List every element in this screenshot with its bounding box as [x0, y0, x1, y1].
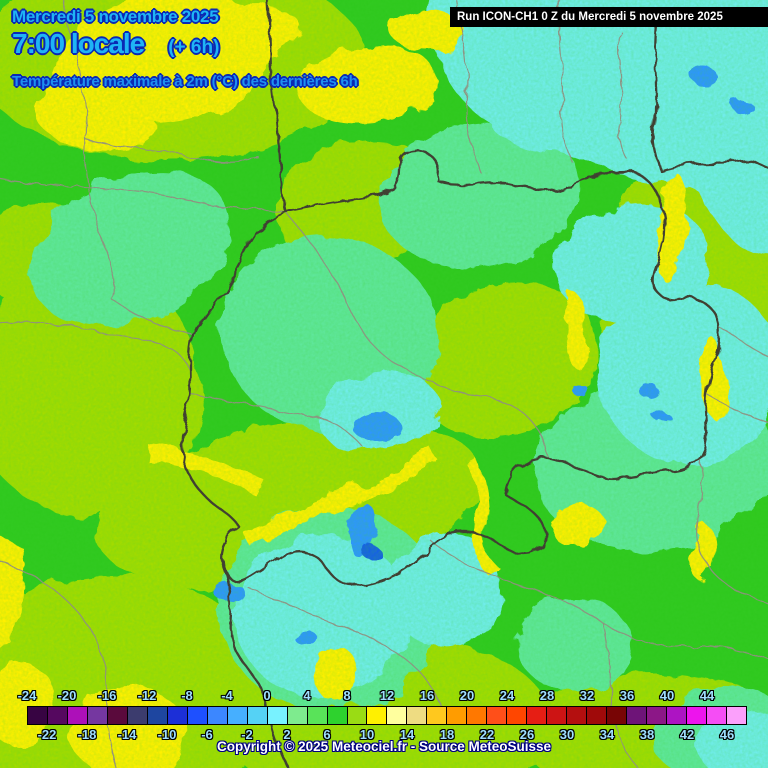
scale-swatch-0 — [266, 707, 287, 724]
scale-swatch-42 — [685, 707, 706, 724]
scale-swatch--4 — [226, 707, 247, 724]
scale-label--16: -16 — [97, 688, 117, 703]
valid-time-label: 7:00 locale — [12, 28, 145, 59]
scale-label--14: -14 — [117, 727, 137, 742]
temperature-color-scale — [27, 706, 747, 725]
scale-label-20: 20 — [459, 688, 475, 703]
scale-swatch--6 — [206, 707, 227, 724]
scale-label-4: 4 — [303, 688, 311, 703]
scale-swatch-16 — [426, 707, 447, 724]
scale-label-12: 12 — [379, 688, 395, 703]
scale-label-42: 42 — [679, 727, 695, 742]
scale-label--10: -10 — [157, 727, 177, 742]
scale-label-22: 22 — [479, 727, 495, 742]
scale-label-44: 44 — [699, 688, 715, 703]
scale-swatch-10 — [366, 707, 387, 724]
scale-swatch-20 — [466, 707, 487, 724]
scale-label-30: 30 — [559, 727, 575, 742]
scale-label--24: -24 — [17, 688, 37, 703]
valid-date-label: Mercredi 5 novembre 2025 — [12, 7, 219, 26]
scale-swatch-12 — [386, 707, 407, 724]
switzerland-outline — [180, 149, 721, 588]
scale-label--8: -8 — [181, 688, 193, 703]
scale-label-2: 2 — [283, 727, 291, 742]
scale-swatch-32 — [586, 707, 607, 724]
scale-swatch--14 — [126, 707, 147, 724]
scale-label-10: 10 — [359, 727, 375, 742]
scale-swatch--24 — [28, 707, 47, 724]
scale-swatch-8 — [346, 707, 367, 724]
scale-swatch-18 — [446, 707, 467, 724]
scale-swatch-34 — [606, 707, 627, 724]
map-header: Mercredi 5 novembre 2025 7:00 locale (+ … — [12, 7, 219, 60]
scale-label--22: -22 — [37, 727, 57, 742]
scale-label-26: 26 — [519, 727, 535, 742]
scale-swatch-44 — [705, 707, 726, 724]
scale-swatch-6 — [326, 707, 347, 724]
scale-swatch-38 — [646, 707, 666, 724]
scale-swatch-46 — [725, 707, 746, 724]
scale-swatch-4 — [306, 707, 327, 724]
scale-label--2: -2 — [241, 727, 253, 742]
scale-label-34: 34 — [599, 727, 615, 742]
scale-label-46: 46 — [719, 727, 735, 742]
scale-swatch-26 — [526, 707, 547, 724]
scale-swatch-40 — [666, 707, 686, 724]
scale-label-24: 24 — [499, 688, 515, 703]
scale-label-38: 38 — [639, 727, 655, 742]
scale-label--20: -20 — [57, 688, 77, 703]
scale-swatch--18 — [86, 707, 107, 724]
scale-label--12: -12 — [137, 688, 157, 703]
scale-label-32: 32 — [579, 688, 595, 703]
scale-swatch--16 — [106, 707, 127, 724]
copyright-label: Copyright © 2025 Meteociel.fr - Source M… — [216, 739, 552, 754]
scale-swatch-30 — [566, 707, 587, 724]
scale-swatch-22 — [486, 707, 507, 724]
scale-swatch-2 — [286, 707, 307, 724]
scale-label--6: -6 — [201, 727, 213, 742]
scale-swatch-14 — [406, 707, 427, 724]
scale-label-28: 28 — [539, 688, 555, 703]
scale-label-14: 14 — [399, 727, 415, 742]
scale-label-6: 6 — [323, 727, 331, 742]
scale-swatch-28 — [546, 707, 567, 724]
scale-swatch--20 — [66, 707, 87, 724]
scale-label-40: 40 — [659, 688, 675, 703]
scale-swatch--8 — [186, 707, 207, 724]
scale-swatch--2 — [246, 707, 267, 724]
scale-label-36: 36 — [619, 688, 635, 703]
scale-label--4: -4 — [221, 688, 233, 703]
parameter-label: Température maximale à 2m (°C) des derni… — [12, 73, 358, 90]
scale-swatch-36 — [626, 707, 647, 724]
scale-label-0: 0 — [263, 688, 271, 703]
model-run-bar: Run ICON-CH1 0 Z du Mercredi 5 novembre … — [450, 7, 768, 27]
scale-swatch--22 — [46, 707, 67, 724]
scale-label-8: 8 — [343, 688, 351, 703]
forecast-offset-label: (+ 6h) — [168, 37, 220, 58]
scale-label-18: 18 — [439, 727, 455, 742]
scale-swatch--10 — [166, 707, 187, 724]
country-borders — [180, 0, 768, 768]
scale-label--18: -18 — [77, 727, 97, 742]
scale-label-16: 16 — [419, 688, 435, 703]
scale-swatch--12 — [146, 707, 167, 724]
scale-swatch-24 — [506, 707, 527, 724]
